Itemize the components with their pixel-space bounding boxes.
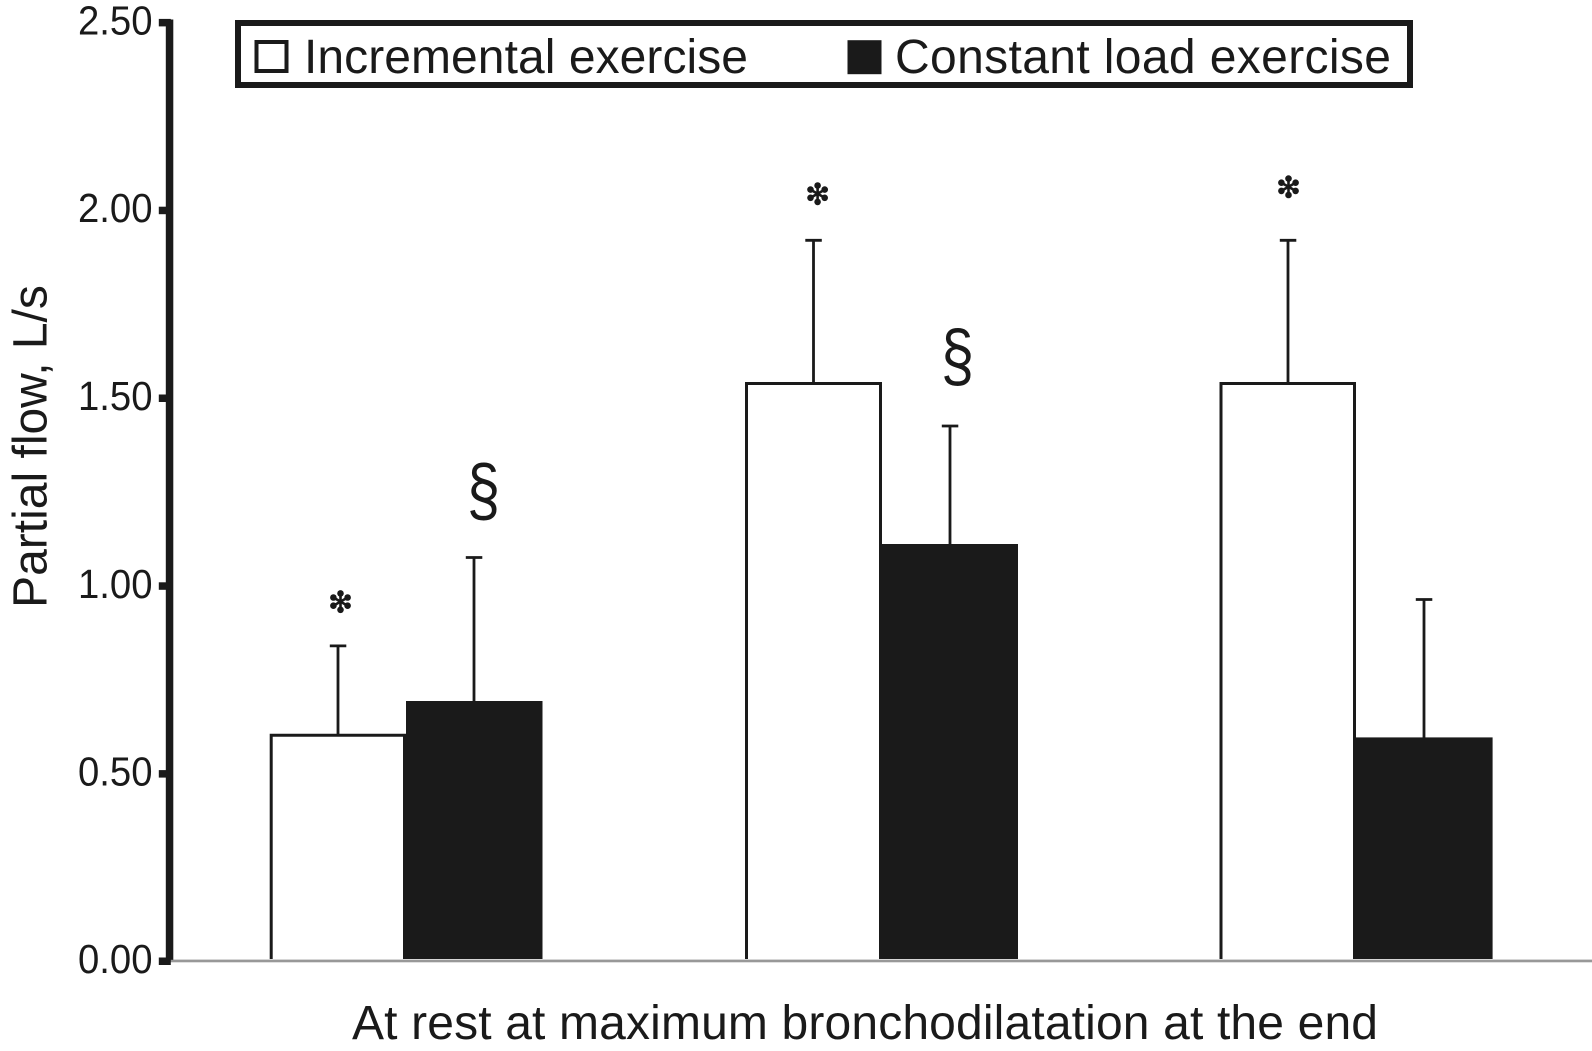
svg-text:0.00: 0.00: [78, 936, 153, 982]
svg-text:1.00: 1.00: [78, 561, 153, 607]
svg-text:0.50: 0.50: [78, 749, 153, 795]
svg-text:§: §: [467, 451, 500, 530]
svg-text:2.50: 2.50: [78, 0, 153, 43]
svg-text:Constant load exercise: Constant load exercise: [895, 31, 1391, 84]
svg-text:§: §: [941, 316, 974, 395]
svg-text:2.00: 2.00: [78, 185, 153, 231]
svg-text:Incremental exercise: Incremental exercise: [304, 31, 748, 84]
svg-text:1.50: 1.50: [78, 373, 153, 419]
svg-text:At rest at maximum bronchodila: At rest at maximum bronchodilatation at …: [352, 997, 1378, 1050]
svg-text:Partial flow, L/s: Partial flow, L/s: [5, 285, 58, 608]
